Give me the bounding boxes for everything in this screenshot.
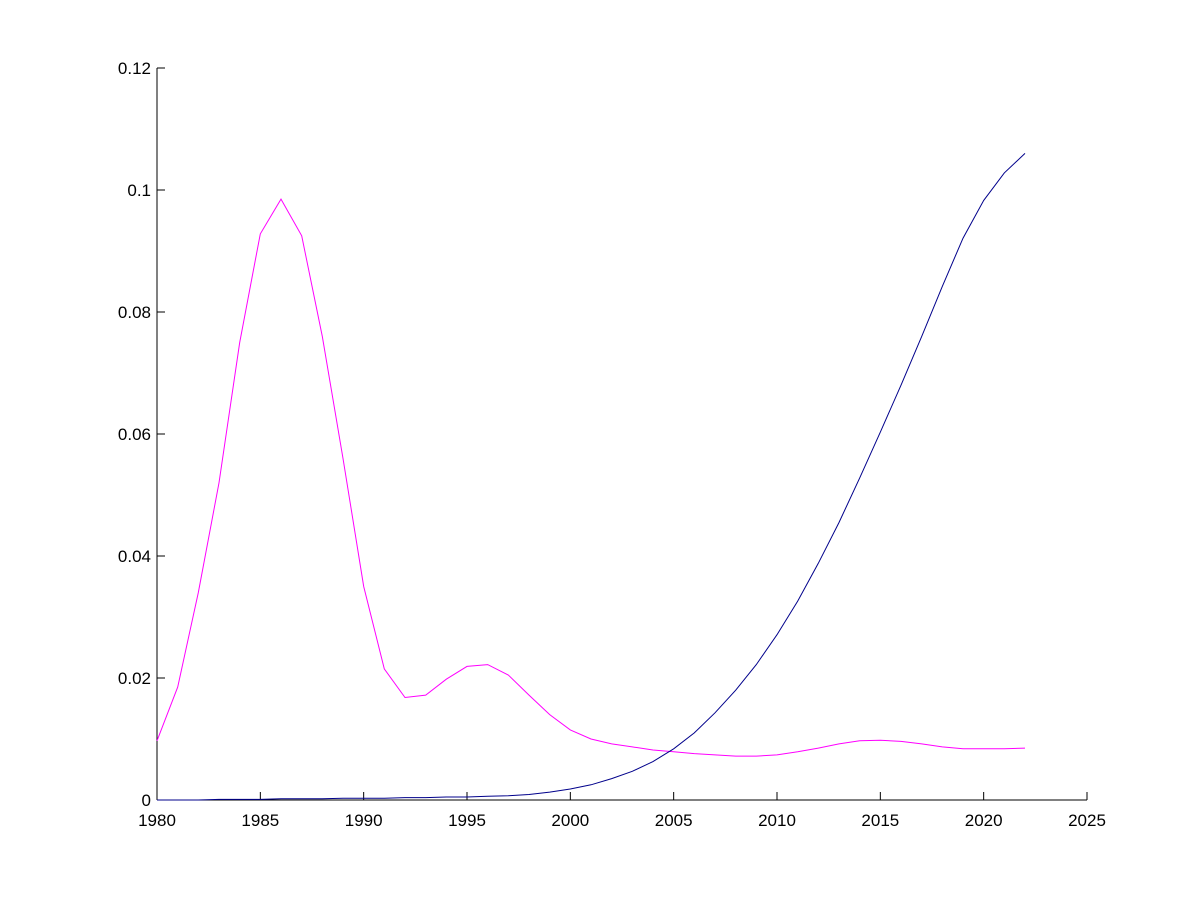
series-layer — [156, 153, 1026, 801]
y-tick-label: 0.1 — [127, 181, 151, 200]
y-tick-label: 0.02 — [118, 669, 151, 688]
x-tick-label: 1995 — [448, 811, 486, 830]
x-tick-label: 2015 — [861, 811, 899, 830]
y-tick-label: 0.08 — [118, 303, 151, 322]
x-tick-label: 2005 — [655, 811, 693, 830]
axes: 1980 1985 1990 1995 2000 2005 2010 2015 2020 2025… — [118, 59, 1106, 830]
y-tick-label: 0 — [142, 791, 151, 810]
series-line-2 — [157, 153, 1026, 801]
y-tick-label: 0.06 — [118, 425, 151, 444]
x-tick-label: 1980 — [138, 811, 176, 830]
series-line-1 — [156, 198, 1026, 757]
x-tick-label: 1985 — [241, 811, 279, 830]
x-tick-label: 2000 — [551, 811, 589, 830]
y-tick-label: 0.12 — [118, 59, 151, 78]
x-tick-label: 2010 — [758, 811, 796, 830]
y-tick-label: 0.04 — [118, 547, 151, 566]
x-tick-label: 1990 — [345, 811, 383, 830]
x-tick-label: 2020 — [965, 811, 1003, 830]
x-tick-label: 2025 — [1068, 811, 1106, 830]
